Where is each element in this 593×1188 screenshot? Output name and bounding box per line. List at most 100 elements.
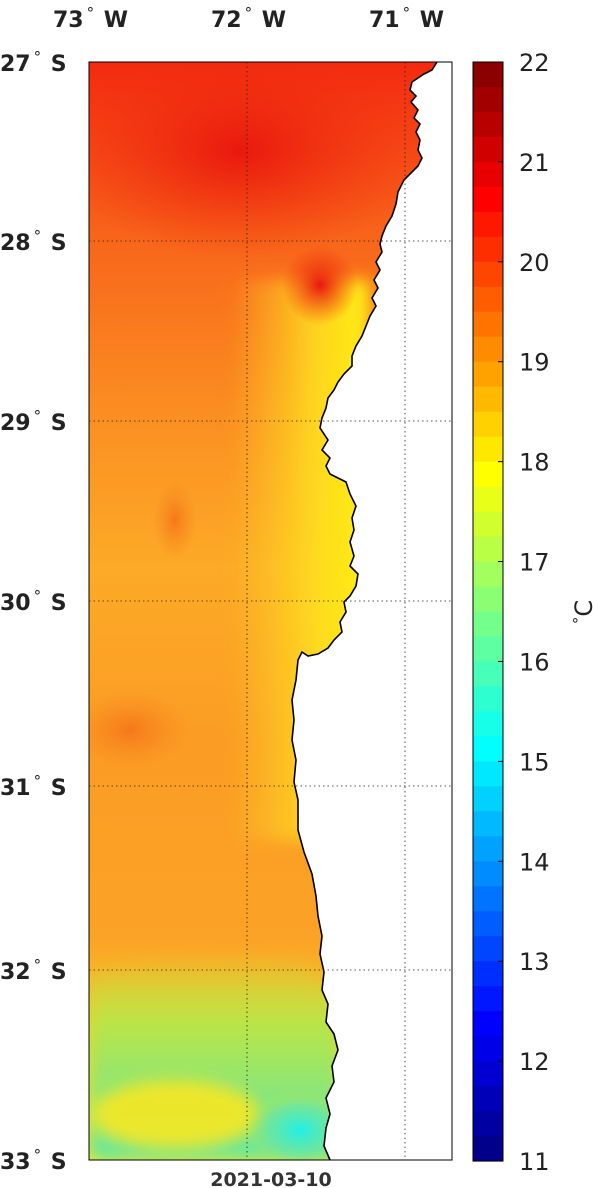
- colorbar-tick-label: 14: [519, 848, 550, 876]
- colorbar-band: [473, 511, 503, 538]
- colorbar-band: [473, 86, 503, 113]
- colorbar-tick-label: 17: [519, 549, 550, 577]
- colorbar-band: [473, 1136, 503, 1162]
- longitude-label-71-degree-symbol: °: [403, 4, 411, 22]
- latitude-label-33-hemisphere: S: [43, 1150, 67, 1175]
- sst-field: [89, 62, 437, 1160]
- latitude-label-27: 27 ° S: [0, 48, 67, 77]
- latitude-label-33: 33 ° S: [0, 1146, 67, 1175]
- colorbar-band: [473, 636, 503, 663]
- colorbar-band: [473, 361, 503, 388]
- colorbar-band: [473, 186, 503, 213]
- colorbar-ticks: 22 21 20 19 18 17 16 15 14 13 12 11: [498, 49, 550, 1176]
- colorbar-frame: [472, 61, 504, 1162]
- colorbar-band: [473, 936, 503, 962]
- colorbar-band: [473, 736, 503, 762]
- colorbar-bands: [473, 62, 503, 1162]
- latitude-label-31-hemisphere: S: [43, 776, 67, 801]
- sst-hot-patch-coastal: [282, 245, 358, 325]
- latitude-label-33-degree-symbol: °: [34, 1146, 42, 1164]
- colorbar-band: [473, 886, 503, 912]
- longitude-label-71-degrees: 71: [369, 8, 400, 33]
- colorbar-band: [473, 536, 503, 563]
- colorbar-band: [473, 236, 503, 263]
- longitude-label-71-hemisphere: W: [412, 8, 444, 33]
- colorbar-tick-label: 20: [519, 249, 550, 277]
- longitude-label-73: 73 ° W: [53, 4, 128, 33]
- colorbar-tick-label: 18: [519, 449, 550, 477]
- latitude-label-33-degrees: 33: [0, 1150, 31, 1175]
- sst-warm-patch-west: [89, 690, 190, 770]
- colorbar-band: [473, 1111, 503, 1137]
- colorbar-band: [473, 111, 503, 138]
- latitude-label-28-degrees: 28: [0, 231, 31, 256]
- colorbar-band: [473, 661, 503, 688]
- colorbar-band: [473, 1061, 503, 1087]
- colorbar-tick-label: 21: [519, 149, 550, 177]
- latitude-label-27-degrees: 27: [0, 52, 31, 77]
- colorbar-tick-label: 19: [519, 349, 550, 377]
- colorbar-band: [473, 386, 503, 413]
- latitude-label-32: 32 ° S: [0, 956, 67, 985]
- colorbar-band: [473, 836, 503, 862]
- colorbar-band: [473, 136, 503, 163]
- map-frame: [88, 61, 453, 1161]
- latitude-label-32-degree-symbol: °: [34, 956, 42, 974]
- colorbar-band: [473, 586, 503, 613]
- longitude-label-72-degree-symbol: °: [245, 4, 253, 22]
- longitude-label-73-hemisphere: W: [96, 8, 128, 33]
- latitude-label-29: 29 ° S: [0, 407, 67, 436]
- colorbar-tick-label: 15: [519, 748, 550, 776]
- colorbar-tick-label: 11: [519, 1148, 550, 1176]
- colorbar-band: [473, 611, 503, 638]
- colorbar-band: [473, 211, 503, 238]
- sst-warm-patch-central: [153, 480, 197, 560]
- colorbar-band: [473, 1011, 503, 1037]
- latitude-label-30: 30 ° S: [0, 587, 67, 616]
- colorbar-unit-text: C: [570, 600, 593, 617]
- latitude-label-28-degree-symbol: °: [34, 227, 42, 245]
- latitude-label-31-degrees: 31: [0, 776, 31, 801]
- sst-yellow-patch-south: [90, 1080, 260, 1150]
- latitude-label-28-hemisphere: S: [43, 231, 67, 256]
- colorbar: 22 21 20 19 18 17 16 15 14 13 12 11 °C: [472, 49, 593, 1176]
- colorbar-band: [473, 861, 503, 887]
- colorbar-tick-label: 22: [519, 49, 550, 77]
- longitude-label-73-degree-symbol: °: [87, 4, 95, 22]
- colorbar-band: [473, 436, 503, 463]
- colorbar-band: [473, 561, 503, 588]
- latitude-label-30-degree-symbol: °: [34, 587, 42, 605]
- latitude-label-29-degrees: 29: [0, 411, 31, 436]
- longitude-label-72-hemisphere: W: [254, 8, 286, 33]
- longitude-labels: 73 ° W 72 ° W 71 ° W: [53, 4, 444, 33]
- longitude-label-73-degrees: 73: [53, 8, 84, 33]
- sst-cyan-patch: [245, 1090, 355, 1160]
- longitude-label-72-degrees: 72: [211, 8, 242, 33]
- latitude-label-29-hemisphere: S: [43, 411, 67, 436]
- colorbar-tick-label: 12: [519, 1048, 550, 1076]
- colorbar-unit-degree: °: [570, 617, 588, 625]
- colorbar-band: [473, 811, 503, 837]
- colorbar-band: [473, 911, 503, 937]
- colorbar-band: [473, 336, 503, 363]
- latitude-label-27-degree-symbol: °: [34, 48, 42, 66]
- coastline: [291, 61, 438, 1161]
- sst-coastal-warm-band: [230, 280, 370, 840]
- colorbar-band: [473, 461, 503, 488]
- sst-hot-patch-north: [89, 62, 420, 260]
- graticule: [89, 62, 452, 1160]
- latitude-label-32-degrees: 32: [0, 960, 31, 985]
- latitude-labels: 27 ° S28 ° S29 ° S30 ° S31 ° S32 ° S33 ° S: [0, 48, 67, 1175]
- latitude-label-30-degrees: 30: [0, 591, 31, 616]
- latitude-label-29-degree-symbol: °: [34, 407, 42, 425]
- colorbar-band: [473, 711, 503, 737]
- colorbar-band: [473, 1086, 503, 1112]
- latitude-label-30-hemisphere: S: [43, 591, 67, 616]
- colorbar-band: [473, 286, 503, 313]
- colorbar-band: [473, 261, 503, 288]
- colorbar-band: [473, 486, 503, 513]
- colorbar-tick-label: 13: [519, 948, 550, 976]
- longitude-label-71: 71 ° W: [369, 4, 444, 33]
- latitude-label-28: 28 ° S: [0, 227, 67, 256]
